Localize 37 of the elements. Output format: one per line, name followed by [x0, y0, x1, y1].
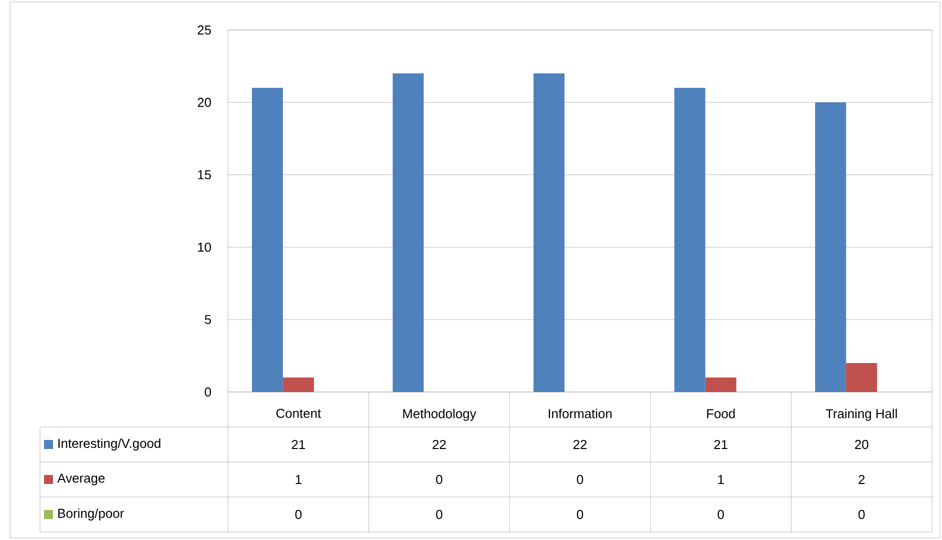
legend-label: Average	[57, 474, 105, 486]
data-label: 2	[858, 474, 865, 484]
y-tick-label: 15	[198, 170, 211, 180]
data-label: 1	[296, 475, 302, 484]
bar	[534, 73, 565, 392]
bar	[392, 73, 424, 392]
y-tick-label: 25	[198, 25, 211, 35]
data-label: 0	[576, 474, 584, 484]
data-label: 0	[295, 510, 302, 520]
x-tick-label: Training Hall	[826, 408, 897, 421]
data-label: 1	[718, 475, 724, 484]
data-label: 21	[292, 440, 305, 450]
bar	[705, 378, 736, 392]
x-tick-label: Information	[548, 408, 612, 418]
data-label: 0	[858, 510, 865, 520]
data-label: 22	[432, 440, 446, 450]
bar	[252, 88, 283, 392]
bar	[282, 378, 314, 392]
y-tick-label: 5	[204, 315, 211, 324]
bar	[846, 363, 878, 392]
y-tick-label: 0	[204, 387, 211, 397]
bar	[674, 88, 706, 392]
data-label: 22	[573, 440, 587, 450]
legend-label: Boring/poor	[58, 508, 124, 521]
data-label: 0	[436, 510, 442, 520]
y-tick-label: 10	[198, 242, 211, 252]
legend-label: Interesting/V.good	[58, 438, 160, 451]
x-tick-label: Content	[276, 408, 321, 418]
bar	[815, 102, 846, 392]
data-label: 20	[855, 440, 868, 450]
x-tick-label: Methodology	[403, 408, 476, 421]
x-tick-label: Food	[707, 408, 735, 418]
y-tick-label: 20	[198, 98, 211, 107]
data-label: 21	[714, 440, 728, 450]
data-label: 0	[718, 510, 724, 520]
data-label: 0	[436, 474, 442, 484]
data-label: 0	[576, 510, 584, 520]
